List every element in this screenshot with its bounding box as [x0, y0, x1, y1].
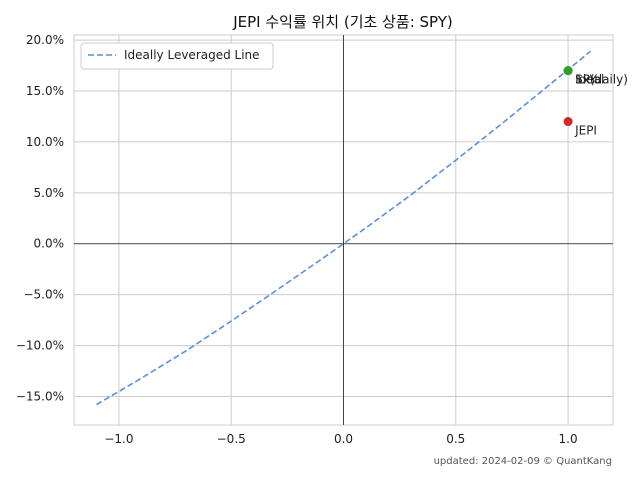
ideally-leveraged-line: [96, 50, 592, 406]
point-label: 1x(daily): [575, 73, 628, 87]
x-tick-label: 1.0: [559, 432, 578, 446]
point-1x-daily-: [563, 66, 573, 76]
legend: Ideally Leveraged Line: [80, 42, 274, 70]
x-tick-label: −1.0: [104, 432, 133, 446]
x-tick-label: 0.0: [334, 432, 353, 446]
y-tick-label: 10.0%: [26, 135, 64, 149]
y-tick-label: −10.0%: [16, 339, 64, 353]
legend-label: Ideally Leveraged Line: [124, 48, 260, 62]
y-tick-label: 5.0%: [34, 186, 65, 200]
footer-note: updated: 2024-02-09 © QuantKang: [434, 456, 612, 467]
y-tick-label: −15.0%: [16, 389, 64, 403]
x-tick-label: 0.5: [446, 432, 465, 446]
point-label: Ideal: [575, 73, 604, 87]
y-tick-label: 0.0%: [34, 237, 65, 251]
chart-title: JEPI 수익률 위치 (기초 상품: SPY): [232, 13, 453, 31]
y-tick-label: 15.0%: [26, 84, 64, 98]
point-label: JEPI: [574, 124, 597, 138]
legend-box: [80, 42, 274, 70]
y-tick-label: −5.0%: [23, 288, 64, 302]
tick-labels: −1.0 −0.5 0.0 0.5 1.0 −15.0% −10.0% −5.0% 0.0% 5.…: [16, 33, 578, 446]
axes: [74, 35, 613, 425]
y-tick-label: 20.0%: [26, 33, 64, 47]
point-jepi: [563, 117, 573, 127]
series: [96, 50, 592, 406]
x-tick-label: −0.5: [217, 432, 246, 446]
point-label: SPY: [575, 73, 598, 87]
